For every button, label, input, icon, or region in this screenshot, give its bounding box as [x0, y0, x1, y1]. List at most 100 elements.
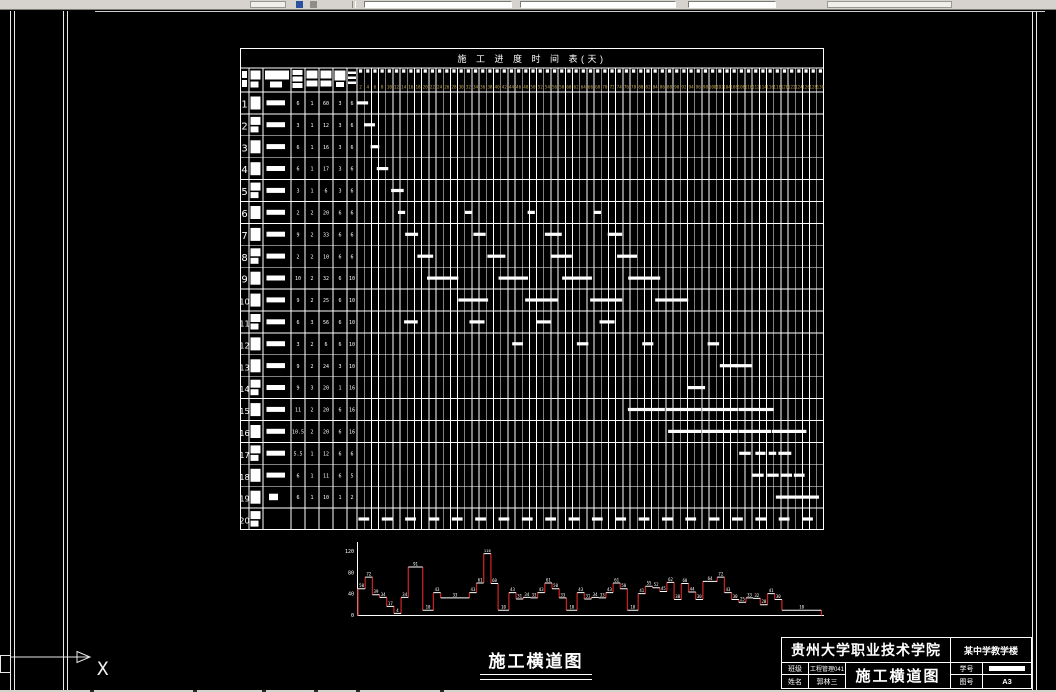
gantt-bar [628, 276, 661, 280]
toolbar-field-2[interactable] [520, 1, 676, 8]
svg-text:10: 10 [569, 605, 574, 610]
cell-value: 17 [323, 167, 329, 173]
cell-value: 1 [310, 451, 313, 457]
svg-text:114: 114 [759, 85, 767, 91]
toolbar-icon-blue[interactable] [296, 1, 303, 8]
gantt-bar [405, 232, 419, 236]
svg-text:34: 34 [402, 592, 407, 597]
cell-value: 10 [349, 320, 355, 326]
svg-text:20: 20 [423, 85, 429, 91]
svg-text:43: 43 [510, 587, 515, 592]
gantt-bar [545, 517, 557, 521]
cell-value: 6 [350, 101, 353, 107]
gantt-bar [364, 123, 375, 127]
status-strip-gap [193, 690, 197, 692]
gantt-bar [427, 276, 459, 280]
toolbar-field-3[interactable] [688, 1, 776, 8]
svg-text:43: 43 [726, 587, 731, 592]
gantt-bar [668, 429, 702, 433]
gantt-schedule-table: 施 工 进 度 时 间 表(天) 2 4 6 8 10 12 14 16 18 20 22 24 26 2… [240, 48, 824, 530]
gantt-bar [397, 210, 406, 214]
gantt-rows: 1 6 1 60 3 62 3 1 12 3 63 6 1 16 3 64 6 1 17 3 65 3 1 6 3 66 2 2 20 6… [240, 96, 819, 527]
row-number: 20 [240, 517, 250, 526]
svg-text:62: 62 [668, 577, 673, 582]
cell-value: 3 [338, 101, 341, 107]
toolbar-field-1[interactable] [364, 1, 512, 8]
gantt-bar [793, 473, 805, 477]
svg-text:0: 0 [351, 613, 354, 619]
cell-value: 20 [323, 408, 329, 414]
gantt-bar [562, 276, 592, 280]
gantt-bar [738, 407, 774, 412]
drawing-canvas[interactable] [0, 10, 1056, 690]
cell-value: 6 [338, 254, 341, 260]
cell-value: 1 [310, 145, 313, 151]
svg-text:2: 2 [359, 85, 362, 91]
toolbar-field-4[interactable] [827, 1, 952, 8]
cell-value: 6 [296, 101, 299, 107]
gantt-bar [576, 342, 589, 346]
gantt-bar [771, 429, 807, 433]
cell-value: 10 [349, 276, 355, 282]
gantt-bar [498, 517, 510, 521]
toolbar-button-group[interactable] [250, 1, 286, 8]
svg-text:106: 106 [730, 85, 738, 91]
svg-text:30: 30 [776, 594, 781, 599]
row-number: 15 [240, 407, 250, 416]
cell-value: 6 [350, 451, 353, 457]
svg-text:10: 10 [501, 605, 506, 610]
cell-value: 6 [350, 145, 353, 151]
svg-text:30: 30 [675, 594, 680, 599]
cell-value: 11 [295, 408, 301, 414]
gantt-bar [357, 101, 369, 105]
cell-value: 6 [350, 254, 353, 260]
cell-value: 6 [324, 342, 327, 348]
gantt-bar [525, 298, 559, 302]
gantt-bar [527, 210, 535, 214]
toolbar-separator [352, 1, 356, 8]
drawing-title: 施工横道图 [480, 647, 592, 680]
svg-text:116: 116 [484, 548, 492, 553]
cell-value: 1 [338, 495, 341, 501]
ucs-x-label: X [97, 658, 109, 680]
cell-value: 2 [310, 364, 313, 370]
svg-text:102: 102 [716, 85, 724, 91]
svg-text:26: 26 [444, 85, 450, 91]
cell-value: 2 [310, 232, 313, 238]
gantt-bar [599, 320, 615, 324]
cell-value: 2 [310, 342, 313, 348]
cell-value: 6 [296, 495, 299, 501]
cell-value: 10 [295, 276, 301, 282]
toolbar-strip [0, 0, 1056, 10]
gantt-bar [638, 517, 650, 521]
svg-text:33: 33 [747, 592, 752, 597]
svg-text:12: 12 [394, 85, 400, 91]
svg-text:88: 88 [667, 85, 673, 91]
svg-text:32: 32 [754, 593, 759, 598]
svg-text:120: 120 [781, 85, 789, 91]
sheet-border-line [1032, 11, 1033, 690]
cell-value: 20 [323, 211, 329, 217]
cell-value: 6 [350, 211, 353, 217]
cell-value: 1 [310, 123, 313, 129]
svg-text:10: 10 [630, 605, 635, 610]
svg-text:60: 60 [682, 578, 687, 583]
gantt-bar [498, 276, 528, 280]
gantt-bar [544, 232, 562, 236]
gantt-bar [458, 298, 489, 302]
toolbar-icon-gray[interactable] [310, 1, 317, 8]
svg-text:91: 91 [413, 561, 418, 566]
gantt-bar [370, 145, 380, 149]
svg-text:76: 76 [624, 85, 630, 91]
gantt-bar [768, 451, 777, 455]
gantt-bar [665, 407, 702, 412]
svg-text:60: 60 [492, 578, 497, 583]
row-number: 16 [240, 429, 250, 438]
svg-text:30: 30 [697, 594, 702, 599]
cell-value: 3 [296, 342, 299, 348]
svg-text:43: 43 [471, 587, 476, 592]
gantt-bar [775, 495, 819, 499]
svg-text:78: 78 [631, 85, 637, 91]
